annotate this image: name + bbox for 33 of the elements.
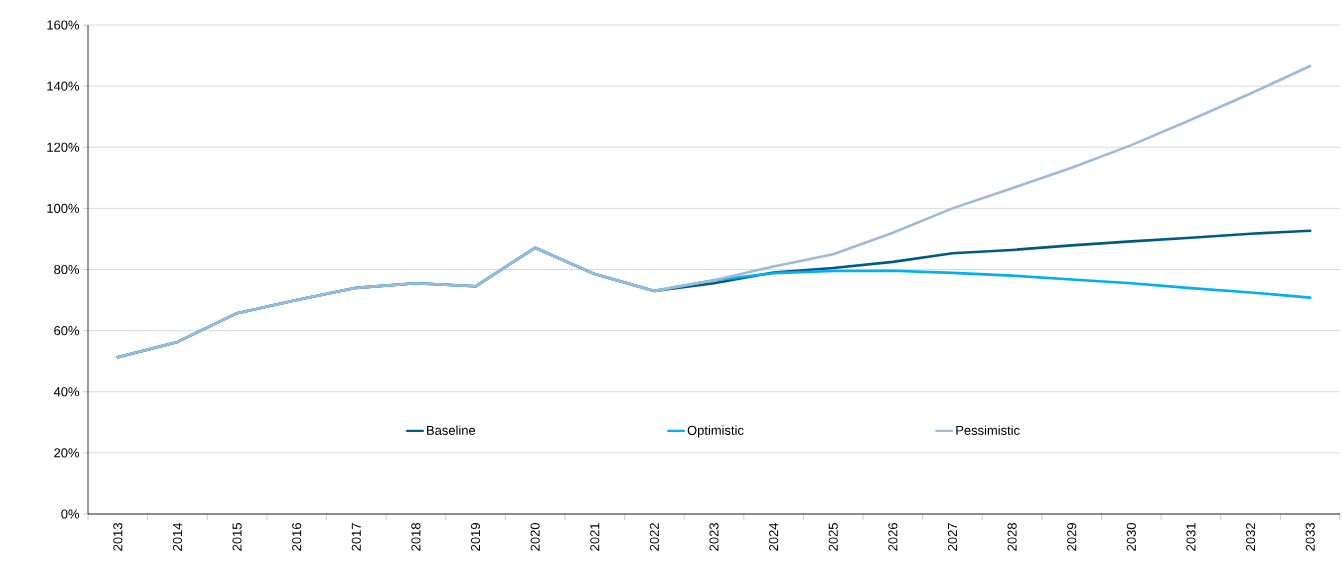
y-tick-label: 60% (54, 326, 80, 336)
x-tick-label: 2014 (172, 522, 183, 551)
y-tick-label: 0% (61, 509, 80, 519)
x-tick-label: 2020 (530, 523, 540, 551)
y-tick-label: 160% (47, 20, 80, 30)
x-tick-label: 2022 (649, 523, 659, 551)
legend-label: Pessimistic (956, 425, 1020, 435)
x-tick-label: 2027 (947, 523, 958, 551)
y-tick-label: 80% (54, 264, 80, 275)
x-tick-label: 2024 (769, 522, 779, 551)
x-tick-label: 2013 (113, 523, 123, 551)
legend-label: Optimistic (687, 425, 744, 438)
x-tick-label: 2017 (351, 523, 361, 551)
x-tick-label: 2029 (1067, 523, 1077, 551)
x-tick-label: 2026 (888, 523, 898, 551)
x-tick-label: 2019 (470, 523, 481, 551)
x-tick-label: 2018 (411, 523, 421, 551)
y-tick-label: 120% (47, 142, 80, 152)
x-tick-label: 2015 (232, 523, 242, 551)
y-tick-label: 40% (53, 387, 80, 397)
y-tick-label: 100% (47, 203, 80, 213)
x-tick-label: 2023 (709, 523, 719, 551)
y-tick-label: 20% (54, 448, 80, 458)
x-tick-label: 2031 (1186, 523, 1196, 551)
legend-label: Baseline (427, 425, 476, 435)
y-tick-label: 140% (47, 81, 80, 91)
x-tick-label: 2016 (292, 523, 302, 551)
x-tick-label: 2021 (590, 523, 600, 551)
x-tick-label: 2032 (1245, 523, 1256, 551)
x-tick-label: 2028 (1007, 523, 1017, 551)
x-tick-label: 2033 (1305, 523, 1315, 551)
x-tick-label: 2025 (828, 523, 838, 551)
x-tick-label: 2030 (1126, 523, 1136, 551)
